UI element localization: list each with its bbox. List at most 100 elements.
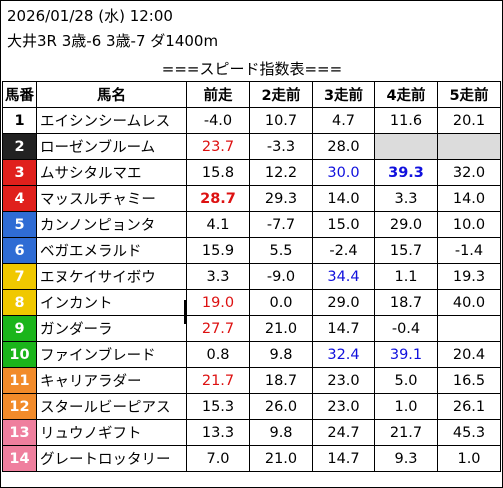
header-3-races-ago: 3走前 bbox=[312, 81, 375, 108]
speed-index-cell: -2.4 bbox=[312, 237, 375, 264]
speed-index-cell: 18.7 bbox=[249, 367, 313, 394]
speed-index-cell: 14.7 bbox=[312, 445, 375, 472]
umaban-cell: 8 bbox=[2, 289, 37, 316]
speed-index-cell: -3.3 bbox=[249, 133, 313, 160]
header-last-race: 前走 bbox=[186, 81, 250, 108]
header-umaban: 馬番 bbox=[2, 81, 37, 108]
speed-index-cell bbox=[374, 133, 438, 160]
horse-name-cell: スタールビーピアス bbox=[36, 393, 187, 420]
table-row: 7 エヌケイサイボウ 3.3 -9.0 34.4 1.1 19.3 bbox=[2, 263, 501, 290]
header-5-races-ago: 5走前 bbox=[437, 81, 501, 108]
speed-index-cell: 23.0 bbox=[312, 393, 375, 420]
speed-index-cell: 30.0 bbox=[312, 159, 375, 186]
horse-name-cell: リュウノギフト bbox=[36, 419, 187, 446]
speed-index-cell: 21.0 bbox=[249, 315, 313, 342]
speed-index-cell: 11.6 bbox=[374, 107, 438, 134]
row-marker bbox=[184, 300, 187, 324]
horse-name-cell: カンノンピョンタ bbox=[36, 211, 187, 238]
speed-index-cell: 45.3 bbox=[437, 419, 501, 446]
speed-index-cell: 5.0 bbox=[374, 367, 438, 394]
speed-index-cell: 24.7 bbox=[312, 419, 375, 446]
speed-index-cell: 1.0 bbox=[374, 393, 438, 420]
speed-index-cell: -0.4 bbox=[374, 315, 438, 342]
umaban-cell: 12 bbox=[2, 393, 37, 420]
speed-index-cell: 29.0 bbox=[312, 289, 375, 316]
speed-index-cell: 28.0 bbox=[312, 133, 375, 160]
speed-index-cell: 4.1 bbox=[186, 211, 250, 238]
speed-index-cell: 15.7 bbox=[374, 237, 438, 264]
speed-index-cell: 20.4 bbox=[437, 341, 501, 368]
table-row: 3 ムサシタルマエ 15.8 12.2 30.0 39.3 32.0 bbox=[2, 159, 501, 186]
speed-index-cell: 9.8 bbox=[249, 419, 313, 446]
speed-index-cell: -9.0 bbox=[249, 263, 313, 290]
speed-index-cell: 1.0 bbox=[437, 445, 501, 472]
speed-index-cell: 10.7 bbox=[249, 107, 313, 134]
speed-index-cell: 5.5 bbox=[249, 237, 313, 264]
speed-index-cell: 15.9 bbox=[186, 237, 250, 264]
speed-index-cell: 15.3 bbox=[186, 393, 250, 420]
horse-name-cell: エヌケイサイボウ bbox=[36, 263, 187, 290]
speed-index-cell: 20.1 bbox=[437, 107, 501, 134]
speed-index-cell: 9.3 bbox=[374, 445, 438, 472]
speed-index-cell: 21.7 bbox=[186, 367, 250, 394]
speed-index-cell: 9.8 bbox=[249, 341, 313, 368]
speed-index-cell: 32.0 bbox=[437, 159, 501, 186]
speed-index-cell: 10.0 bbox=[437, 211, 501, 238]
header-horse-name: 馬名 bbox=[36, 81, 187, 108]
table-title: ===スピード指数表=== bbox=[161, 60, 343, 78]
horse-name-cell: ベガエメラルド bbox=[36, 237, 187, 264]
horse-name-cell: エイシンシームレス bbox=[36, 107, 187, 134]
table-header-row: 馬番 馬名 前走 2走前 3走前 4走前 5走前 bbox=[2, 81, 501, 108]
umaban-cell: 6 bbox=[2, 237, 37, 264]
table-row: 5 カンノンピョンタ 4.1 -7.7 15.0 29.0 10.0 bbox=[2, 211, 501, 238]
speed-index-cell: 26.0 bbox=[249, 393, 313, 420]
speed-index-cell: 3.3 bbox=[374, 185, 438, 212]
speed-index-cell: 26.1 bbox=[437, 393, 501, 420]
speed-index-cell: 19.3 bbox=[437, 263, 501, 290]
race-info: 大井3R 3歳-6 3歳-7 ダ1400m bbox=[7, 32, 219, 50]
speed-index-cell: 29.3 bbox=[249, 185, 313, 212]
speed-index-cell: 28.7 bbox=[186, 185, 250, 212]
umaban-cell: 10 bbox=[2, 341, 37, 368]
horse-name-cell: キャリアラダー bbox=[36, 367, 187, 394]
horse-name-cell: ムサシタルマエ bbox=[36, 159, 187, 186]
umaban-cell: 13 bbox=[2, 419, 37, 446]
speed-index-cell: 18.7 bbox=[374, 289, 438, 316]
umaban-cell: 7 bbox=[2, 263, 37, 290]
table-row: 14 グレートロッタリー 7.0 21.0 14.7 9.3 1.0 bbox=[2, 445, 501, 472]
speed-index-cell: -4.0 bbox=[186, 107, 250, 134]
table-row: 2 ローゼンブルーム 23.7 -3.3 28.0 bbox=[2, 133, 501, 160]
speed-index-cell: 12.2 bbox=[249, 159, 313, 186]
speed-index-cell: -7.7 bbox=[249, 211, 313, 238]
umaban-cell: 3 bbox=[2, 159, 37, 186]
speed-index-cell: 21.0 bbox=[249, 445, 313, 472]
speed-index-cell: 23.7 bbox=[186, 133, 250, 160]
header-2-races-ago: 2走前 bbox=[249, 81, 313, 108]
speed-index-cell bbox=[437, 315, 501, 342]
speed-index-cell: 4.7 bbox=[312, 107, 375, 134]
speed-index-cell: 39.3 bbox=[374, 159, 438, 186]
speed-index-cell: 32.4 bbox=[312, 341, 375, 368]
table-row: 12 スタールビーピアス 15.3 26.0 23.0 1.0 26.1 bbox=[2, 393, 501, 420]
speed-index-cell: 14.0 bbox=[312, 185, 375, 212]
horse-name-cell: マッスルチャミー bbox=[36, 185, 187, 212]
horse-name-cell: ガンダーラ bbox=[36, 315, 187, 342]
race-datetime: 2026/01/28 (水) 12:00 bbox=[7, 7, 173, 25]
speed-index-cell: -1.4 bbox=[437, 237, 501, 264]
speed-index-cell: 23.0 bbox=[312, 367, 375, 394]
speed-index-cell: 0.8 bbox=[186, 341, 250, 368]
speed-index-table: 馬番 馬名 前走 2走前 3走前 4走前 5走前 1 エイシンシームレス -4.0 1… bbox=[2, 81, 501, 472]
table-row: 4 マッスルチャミー 28.7 29.3 14.0 3.3 14.0 bbox=[2, 185, 501, 212]
speed-index-cell: 3.3 bbox=[186, 263, 250, 290]
umaban-cell: 9 bbox=[2, 315, 37, 342]
speed-index-cell: 7.0 bbox=[186, 445, 250, 472]
speed-index-cell: 29.0 bbox=[374, 211, 438, 238]
speed-index-cell: 27.7 bbox=[186, 315, 250, 342]
header-4-races-ago: 4走前 bbox=[374, 81, 438, 108]
speed-index-cell: 21.7 bbox=[374, 419, 438, 446]
horse-name-cell: グレートロッタリー bbox=[36, 445, 187, 472]
speed-index-cell: 14.7 bbox=[312, 315, 375, 342]
speed-index-cell: 1.1 bbox=[374, 263, 438, 290]
table-row: 10 ファインブレード 0.8 9.8 32.4 39.1 20.4 bbox=[2, 341, 501, 368]
horse-name-cell: ファインブレード bbox=[36, 341, 187, 368]
